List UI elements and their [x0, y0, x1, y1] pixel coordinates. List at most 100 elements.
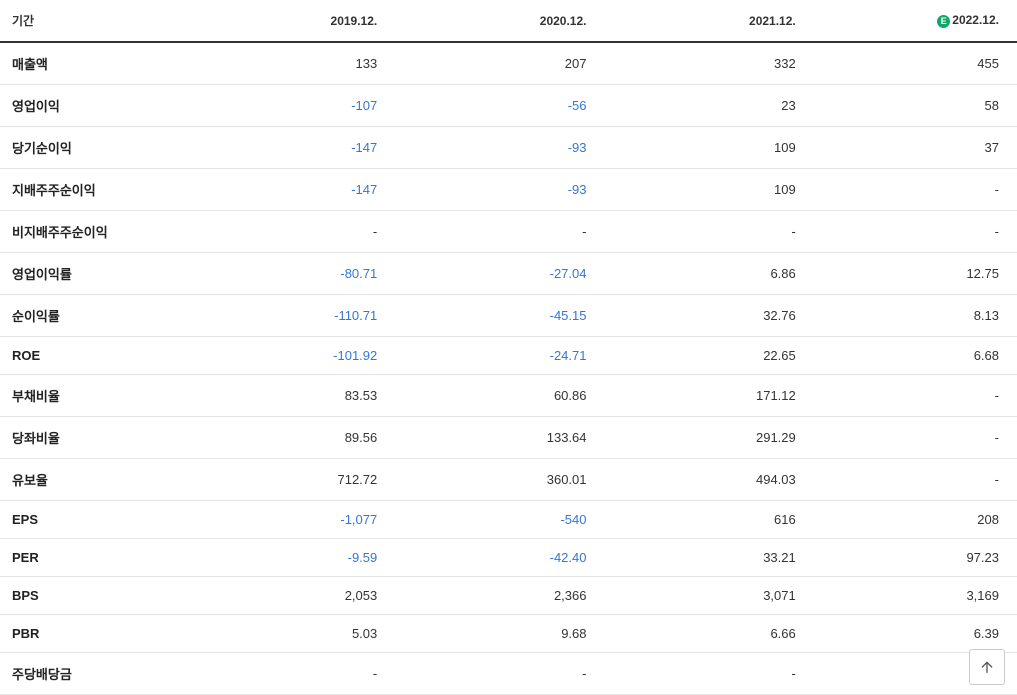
- table-row: 부채비율83.5360.86171.12-: [0, 375, 1017, 417]
- cell-value: 58: [808, 85, 1017, 127]
- cell-value: 208: [808, 501, 1017, 539]
- cell-value: 207: [389, 42, 598, 85]
- financial-table-container: 기간2019.12.2020.12.2021.12.E2022.12. 매출액1…: [0, 0, 1017, 695]
- table-row: 지배주주순이익-147-93109-: [0, 169, 1017, 211]
- table-row: 매출액133207332455: [0, 42, 1017, 85]
- header-column-2: 2021.12.: [599, 0, 808, 42]
- cell-value: -: [808, 211, 1017, 253]
- table-row: 주당배당금----: [0, 653, 1017, 695]
- cell-value: 2,053: [180, 577, 389, 615]
- cell-value: 494.03: [599, 459, 808, 501]
- cell-value: 23: [599, 85, 808, 127]
- table-row: 영업이익률-80.71-27.046.8612.75: [0, 253, 1017, 295]
- row-label: PER: [0, 539, 180, 577]
- cell-value: -93: [389, 127, 598, 169]
- table-body: 매출액133207332455영업이익-107-562358당기순이익-147-…: [0, 42, 1017, 695]
- table-row: 순이익률-110.71-45.1532.768.13: [0, 295, 1017, 337]
- table-row: 유보율712.72360.01494.03-: [0, 459, 1017, 501]
- cell-value: 455: [808, 42, 1017, 85]
- cell-value: 109: [599, 169, 808, 211]
- cell-value: 360.01: [389, 459, 598, 501]
- cell-value: 291.29: [599, 417, 808, 459]
- cell-value: 109: [599, 127, 808, 169]
- row-label: 영업이익률: [0, 253, 180, 295]
- row-label: 당좌비율: [0, 417, 180, 459]
- cell-value: -: [389, 211, 598, 253]
- cell-value: -: [808, 169, 1017, 211]
- cell-value: 6.39: [808, 615, 1017, 653]
- cell-value: -147: [180, 169, 389, 211]
- table-header: 기간 2019.12. 2020.12. 2021.12.E2022.12.: [0, 0, 1017, 42]
- cell-value: -93: [389, 169, 598, 211]
- cell-value: -: [389, 653, 598, 695]
- cell-value: -: [180, 653, 389, 695]
- cell-value: -147: [180, 127, 389, 169]
- cell-value: 97.23: [808, 539, 1017, 577]
- table-row: 당기순이익-147-9310937: [0, 127, 1017, 169]
- cell-value: 12.75: [808, 253, 1017, 295]
- table-row: 당좌비율89.56133.64291.29-: [0, 417, 1017, 459]
- cell-value: -: [808, 417, 1017, 459]
- cell-value: -24.71: [389, 337, 598, 375]
- cell-value: 22.65: [599, 337, 808, 375]
- cell-value: 9.68: [389, 615, 598, 653]
- cell-value: -56: [389, 85, 598, 127]
- cell-value: 6.68: [808, 337, 1017, 375]
- cell-value: 712.72: [180, 459, 389, 501]
- table-row: PER-9.59-42.4033.2197.23: [0, 539, 1017, 577]
- cell-value: -107: [180, 85, 389, 127]
- header-row: 기간 2019.12. 2020.12. 2021.12.E2022.12.: [0, 0, 1017, 42]
- header-period-label: 기간: [0, 0, 180, 42]
- cell-value: -: [599, 653, 808, 695]
- table-row: BPS2,0532,3663,0713,169: [0, 577, 1017, 615]
- estimate-badge-icon: E: [937, 15, 950, 28]
- header-column-1: 2020.12.: [389, 0, 598, 42]
- row-label: 매출액: [0, 42, 180, 85]
- cell-value: -45.15: [389, 295, 598, 337]
- row-label: EPS: [0, 501, 180, 539]
- header-column-0: 2019.12.: [180, 0, 389, 42]
- row-label: 유보율: [0, 459, 180, 501]
- header-column-label: 2020.12.: [540, 14, 587, 28]
- cell-value: 133: [180, 42, 389, 85]
- row-label: PBR: [0, 615, 180, 653]
- cell-value: -110.71: [180, 295, 389, 337]
- arrow-up-icon: [979, 659, 995, 675]
- cell-value: 2,366: [389, 577, 598, 615]
- cell-value: 616: [599, 501, 808, 539]
- row-label: 영업이익: [0, 85, 180, 127]
- cell-value: 6.66: [599, 615, 808, 653]
- table-row: PBR5.039.686.666.39: [0, 615, 1017, 653]
- cell-value: 8.13: [808, 295, 1017, 337]
- row-label: BPS: [0, 577, 180, 615]
- row-label: ROE: [0, 337, 180, 375]
- cell-value: 3,071: [599, 577, 808, 615]
- cell-value: 33.21: [599, 539, 808, 577]
- row-label: 지배주주순이익: [0, 169, 180, 211]
- header-column-label: 2019.12.: [331, 14, 378, 28]
- cell-value: 83.53: [180, 375, 389, 417]
- table-row: ROE-101.92-24.7122.656.68: [0, 337, 1017, 375]
- cell-value: -: [808, 459, 1017, 501]
- cell-value: -540: [389, 501, 598, 539]
- header-column-3: E2022.12.: [808, 0, 1017, 42]
- row-label: 순이익률: [0, 295, 180, 337]
- row-label: 비지배주주순이익: [0, 211, 180, 253]
- table-row: EPS-1,077-540616208: [0, 501, 1017, 539]
- scroll-to-top-button[interactable]: [969, 649, 1005, 685]
- cell-value: 89.56: [180, 417, 389, 459]
- cell-value: 32.76: [599, 295, 808, 337]
- financial-table: 기간2019.12.2020.12.2021.12.E2022.12. 매출액1…: [0, 0, 1017, 695]
- cell-value: -: [808, 375, 1017, 417]
- cell-value: -: [599, 211, 808, 253]
- cell-value: 171.12: [599, 375, 808, 417]
- cell-value: 133.64: [389, 417, 598, 459]
- cell-value: 37: [808, 127, 1017, 169]
- cell-value: -27.04: [389, 253, 598, 295]
- cell-value: -1,077: [180, 501, 389, 539]
- cell-value: -101.92: [180, 337, 389, 375]
- row-label: 부채비율: [0, 375, 180, 417]
- cell-value: 5.03: [180, 615, 389, 653]
- cell-value: 3,169: [808, 577, 1017, 615]
- row-label: 주당배당금: [0, 653, 180, 695]
